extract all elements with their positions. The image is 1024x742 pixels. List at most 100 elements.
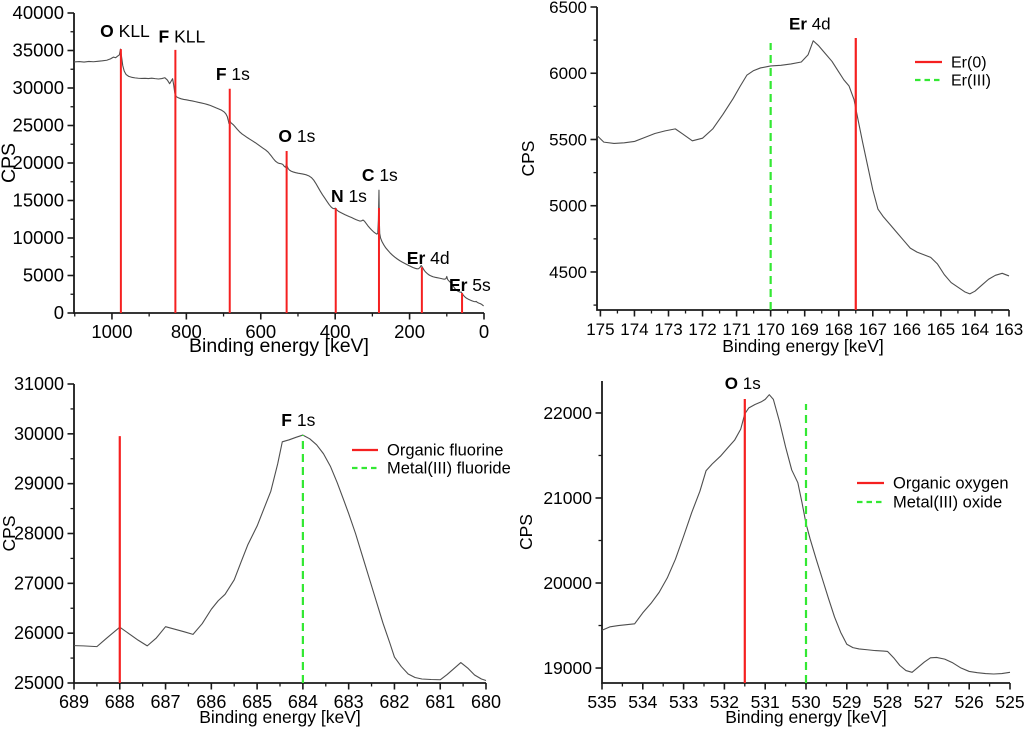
- er4d-title: Er 4d: [789, 15, 831, 34]
- x-tick-label: 687: [151, 692, 181, 712]
- x-tick-label: 533: [669, 692, 698, 712]
- x-tick-label: 527: [914, 692, 943, 712]
- y-tick-label: 6500: [549, 0, 587, 17]
- y-axis-label: CPS: [516, 514, 536, 550]
- y-tick-label: 25000: [13, 115, 64, 136]
- x-tick-label: 684: [288, 692, 318, 712]
- x-tick-label: 686: [196, 692, 226, 712]
- y-tick-label: 21000: [543, 488, 592, 508]
- x-tick-label: 681: [425, 692, 455, 712]
- x-tick-label: 683: [334, 692, 364, 712]
- x-tick-label: 200: [394, 321, 425, 342]
- x-tick-label: 172: [688, 320, 716, 339]
- x-tick-label: 530: [791, 692, 820, 712]
- er4d-spectrum-curve: [596, 40, 1010, 295]
- x-tick-label: 0: [479, 321, 489, 342]
- y-tick-label: 19000: [543, 658, 592, 678]
- x-tick-label: 800: [171, 321, 202, 342]
- panel-er4d-spectrum: 175 174 173 172 171 170 169 168 167 166 165 164 163 4…: [512, 0, 1024, 371]
- f1s-title: F 1s: [281, 410, 315, 430]
- y-tick-label: 5000: [549, 197, 587, 216]
- legend-label: Metal(III) fluoride: [387, 460, 511, 478]
- y-tick-label: 31000: [14, 374, 64, 394]
- x-axis-label: Binding energy [keV]: [722, 336, 884, 356]
- x-axis-label: Binding energy [keV]: [189, 335, 369, 357]
- x-tick-label: 532: [710, 692, 739, 712]
- x-tick-label: 168: [825, 320, 853, 339]
- x-tick-label: 171: [722, 320, 750, 339]
- f1s-spectrum-curve: [73, 434, 487, 682]
- x-tick-label: 528: [873, 692, 902, 712]
- x-tick-label: 173: [654, 320, 682, 339]
- legend-label: Er(0): [951, 55, 987, 72]
- x-tick-label: 600: [245, 321, 276, 342]
- x-tick-label: 1000: [91, 321, 132, 342]
- er4d-spectrum-plot: 175 174 173 172 171 170 169 168 167 166 165 164 163 4…: [518, 0, 1023, 356]
- y-tick-label: 28000: [14, 524, 64, 544]
- x-tick-label: 535: [587, 692, 616, 712]
- y-tick-label: 35000: [13, 40, 64, 61]
- peak-label: Er 5s: [449, 275, 491, 295]
- f1s-spectrum-plot: 689 688 687 686 685 684 683 682 681 680 25000 26000…: [0, 374, 511, 727]
- y-tick-label: 20000: [13, 152, 64, 173]
- x-tick-label: 680: [471, 692, 501, 712]
- y-tick-label: 4500: [549, 263, 587, 282]
- y-tick-label: 40000: [13, 2, 64, 23]
- y-axis-label: CPS: [0, 516, 19, 552]
- y-tick-label: 5000: [23, 265, 64, 286]
- er4d-legend: Er(0)Er(III): [915, 55, 991, 90]
- x-tick-label: 689: [59, 692, 89, 712]
- legend-label: Metal(III) oxide: [893, 494, 1002, 512]
- x-tick-label: 169: [791, 320, 819, 339]
- survey-spectrum-plot: 1000 800 600 400 200 005000100001500020000250…: [0, 2, 491, 357]
- peak-label: O KLL: [100, 21, 150, 41]
- x-tick-label: 400: [320, 321, 351, 342]
- y-tick-label: 22000: [543, 403, 592, 423]
- y-axis-label: CPS: [518, 141, 538, 177]
- y-tick-label: 30000: [13, 77, 64, 98]
- peak-label: F KLL: [159, 26, 206, 46]
- x-tick-label: 534: [628, 692, 657, 712]
- x-tick-label: 685: [242, 692, 272, 712]
- y-tick-label: 26000: [14, 623, 64, 643]
- x-tick-label: 525: [995, 692, 1024, 712]
- panel-o1s-spectrum: 535 534 533 532 531 530 529 528 527 526 525 19000 20…: [512, 371, 1024, 742]
- peak-label: O 1s: [278, 126, 315, 146]
- x-tick-label: 531: [751, 692, 780, 712]
- y-tick-label: 25000: [14, 673, 64, 693]
- peak-label: N 1s: [331, 186, 367, 206]
- peak-label: F 1s: [216, 64, 250, 84]
- x-tick-label: 174: [620, 320, 648, 339]
- x-tick-label: 526: [955, 692, 984, 712]
- y-tick-label: 10000: [13, 227, 64, 248]
- y-axis-label: CPS: [0, 143, 20, 183]
- legend-label: Er(III): [951, 73, 991, 90]
- x-tick-label: 163: [995, 320, 1023, 339]
- peak-label: C 1s: [362, 165, 398, 185]
- panel-f1s-spectrum: 689 688 687 686 685 684 683 682 681 680 25000 26000…: [0, 371, 512, 742]
- x-tick-label: 166: [893, 320, 921, 339]
- o1s-spectrum-curve: [601, 394, 1011, 675]
- x-tick-label: 165: [927, 320, 955, 339]
- x-tick-label: 175: [586, 320, 614, 339]
- x-axis-label: Binding energy [keV]: [725, 707, 887, 727]
- y-tick-label: 0: [54, 302, 64, 323]
- peak-label: Er 4d: [407, 248, 450, 268]
- y-tick-label: 15000: [13, 190, 64, 211]
- y-tick-label: 29000: [14, 474, 64, 494]
- o1s-title: O 1s: [725, 374, 761, 393]
- x-tick-label: 167: [859, 320, 887, 339]
- y-tick-label: 27000: [14, 573, 64, 593]
- y-tick-label: 20000: [543, 573, 592, 593]
- y-tick-label: 6000: [549, 64, 587, 83]
- x-axis-label: Binding energy [keV]: [199, 707, 361, 727]
- x-tick-label: 682: [379, 692, 409, 712]
- er4d-axes: [596, 7, 1009, 311]
- o1s-spectrum-plot: 535 534 533 532 531 530 529 528 527 526 525 19000 20…: [516, 374, 1024, 727]
- legend-label: Organic fluorine: [387, 442, 503, 460]
- legend-label: Organic oxygen: [893, 475, 1009, 493]
- x-tick-label: 164: [961, 320, 989, 339]
